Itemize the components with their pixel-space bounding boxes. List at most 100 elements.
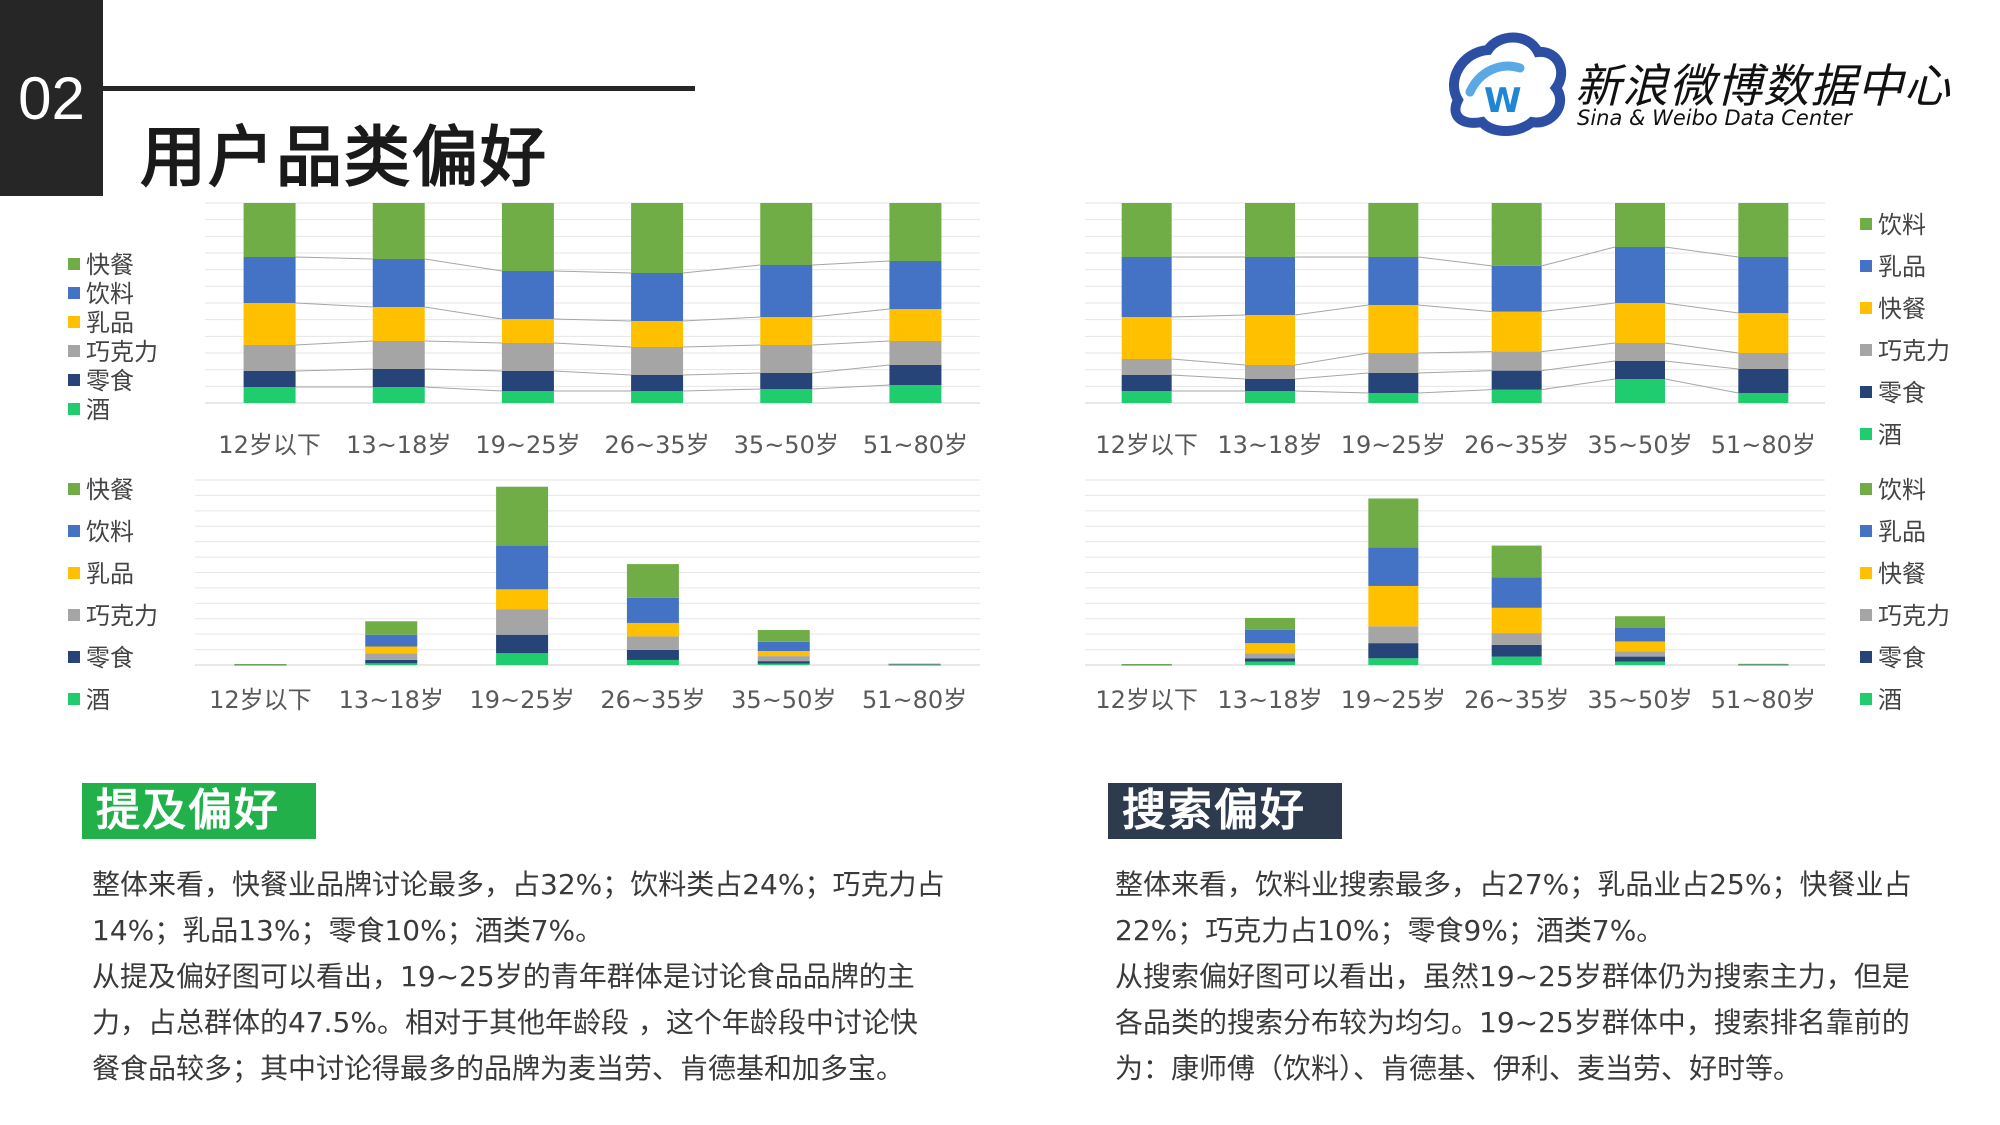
legend-item: 零食	[1860, 638, 1926, 673]
bar-segment	[1738, 257, 1789, 313]
bar-segment	[1615, 379, 1665, 403]
search-description: 整体来看，饮料业搜索最多，占27%；乳品业占25%；快餐业占 22%；巧克力占1…	[1115, 862, 1975, 1092]
bar-segment	[1245, 629, 1295, 644]
series-connector	[1294, 372, 1369, 380]
legend-item: 零食	[68, 638, 134, 673]
bar-segment	[496, 609, 549, 635]
search-volume-chart: 12岁以下 13~18岁 19~25岁 26~35岁 35~50岁 51~80岁 饮料 乳品快…	[1070, 470, 1970, 720]
legend-swatch	[1860, 483, 1872, 495]
legend-swatch	[1860, 609, 1872, 621]
x-tick-label: 12岁以下	[209, 686, 312, 714]
series-connector	[553, 342, 632, 348]
series-connector	[424, 340, 502, 344]
bar-segment	[1245, 315, 1295, 365]
x-tick-label: 26~35岁	[604, 431, 710, 459]
legend-label: 快餐	[1878, 560, 1926, 588]
bar-segment	[501, 319, 554, 343]
bar-segment	[496, 486, 549, 546]
mention-line: 力，占总群体的47.5%。相对于其他年龄段 ，这个年龄段中讨论快	[92, 1006, 918, 1039]
legend-item: 酒	[68, 390, 110, 425]
bar-segment	[626, 659, 679, 665]
legend-swatch	[68, 345, 80, 357]
series-connector	[1541, 246, 1616, 267]
bar-segment	[631, 347, 684, 375]
bar-segment	[1491, 656, 1542, 665]
bar-segment	[757, 663, 810, 665]
bar-segment	[1121, 663, 1172, 665]
legend-item: 乳品	[68, 303, 134, 338]
legend-swatch	[68, 287, 80, 299]
bar-segment	[234, 663, 287, 665]
series-connector	[1418, 304, 1492, 313]
series-connector	[1294, 352, 1369, 366]
bar-segment	[1245, 643, 1295, 654]
legend-label: 酒	[1878, 421, 1902, 449]
mention-line: 从提及偏好图可以看出，19~25岁的青年群体是讨论食品品牌的主	[92, 960, 915, 993]
bar-segment	[1245, 379, 1295, 391]
legend-item: 快餐	[1860, 554, 1926, 589]
bar-segment	[888, 664, 941, 665]
legend-label: 乳品	[1878, 518, 1926, 546]
mention-preference-tag: 提及偏好	[82, 783, 316, 839]
bar-segment	[1245, 391, 1295, 403]
bar-segment	[626, 649, 679, 660]
chart-plot	[1085, 202, 1825, 404]
legend-swatch	[1860, 651, 1872, 663]
bar-segment	[1615, 343, 1665, 361]
weibo-cloud-icon: W	[1449, 32, 1567, 136]
legend-label: 零食	[86, 644, 134, 672]
legend-item: 零食	[1860, 373, 1926, 408]
bar-segment	[631, 391, 684, 403]
x-tick-label: 51~80岁	[1710, 686, 1816, 714]
legend-item: 巧克力	[68, 596, 158, 631]
legend-label: 乳品	[86, 309, 134, 337]
x-tick-label: 35~50岁	[733, 431, 839, 459]
legend-swatch	[1860, 344, 1872, 356]
bar-segment	[1615, 651, 1665, 657]
chart-plot	[205, 202, 980, 404]
series-connector	[424, 386, 502, 392]
legend-swatch	[1860, 260, 1872, 272]
bar-segment	[626, 597, 679, 623]
mention-line: 整体来看，快餐业品牌讨论最多，占32%；饮料类占24%；巧克力占	[92, 868, 945, 901]
bar-segment	[1491, 607, 1542, 634]
x-tick-label: 35~50岁	[1587, 686, 1693, 714]
legend-swatch	[1860, 302, 1872, 314]
x-tick-label: 26~35岁	[600, 686, 706, 714]
bar-segment	[372, 387, 425, 403]
legend-label: 乳品	[1878, 253, 1926, 281]
series-connector	[1171, 358, 1246, 366]
bar-segment	[1245, 365, 1295, 379]
legend-swatch	[68, 651, 80, 663]
legend-item: 饮料	[1860, 205, 1926, 240]
bar-segment	[1121, 317, 1172, 359]
legend-item: 酒	[1860, 680, 1902, 715]
bar-segment	[243, 387, 296, 403]
series-connector	[1541, 378, 1616, 391]
bar-segment	[889, 385, 942, 403]
search-preference-tag: 搜索偏好	[1108, 783, 1342, 839]
bar-segment	[1368, 203, 1419, 257]
bar-segment	[1245, 658, 1295, 662]
bar-segment	[760, 265, 813, 317]
bar-segment	[631, 321, 684, 347]
series-connector	[1541, 342, 1616, 353]
bar-segment	[1121, 203, 1172, 257]
bar-segment	[1615, 661, 1665, 665]
x-tick-label: 51~80岁	[1710, 431, 1816, 459]
series-connector	[1541, 302, 1616, 313]
bar-segment	[1491, 633, 1542, 645]
legend-item: 快餐	[68, 470, 134, 505]
bar-segment	[757, 641, 810, 652]
legend-item: 饮料	[68, 512, 134, 547]
bar-segment	[1491, 311, 1542, 352]
x-tick-label: 12岁以下	[1095, 431, 1198, 459]
bar-segment	[1615, 656, 1665, 662]
bar-segment	[760, 389, 813, 403]
bar-segment	[501, 391, 554, 403]
x-tick-label: 26~35岁	[1464, 431, 1570, 459]
bar-segment	[496, 545, 549, 590]
mention-volume-chart: 12岁以下 13~18岁 19~25岁 26~35岁 35~50岁 51~80岁 快餐 饮料乳…	[60, 470, 1000, 720]
legend-item: 乳品	[68, 554, 134, 589]
legend-item: 饮料	[68, 274, 134, 309]
